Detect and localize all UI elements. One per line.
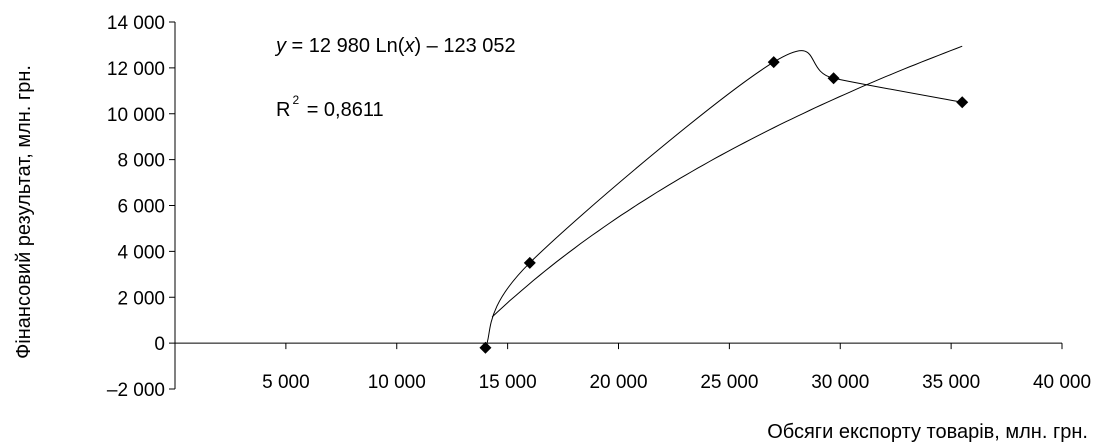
y-tick-label: 14 000 <box>107 13 165 34</box>
y-tick-label: 6 000 <box>117 197 165 218</box>
y-axis: –2 000 0 2 000 4 000 6 000 8 000 10 000 12 000 1… <box>107 13 176 401</box>
y-tick-label: 4 000 <box>117 242 165 263</box>
trendline <box>491 45 963 318</box>
x-tick-label: 40 000 <box>1033 372 1091 393</box>
x-tick-label: 20 000 <box>589 372 647 393</box>
data-point <box>523 256 536 269</box>
x-tick-label: 10 000 <box>368 372 426 393</box>
trendline-equation: y = 12 980 Ln(x) – 123 052 <box>274 35 516 57</box>
y-tick-label: 0 <box>154 334 165 355</box>
y-tick-label: 8 000 <box>117 151 165 172</box>
data-point <box>767 56 780 69</box>
data-point <box>827 72 840 85</box>
x-axis: 5 000 10 000 15 000 20 000 25 000 30 000 35 00… <box>175 342 1091 393</box>
y-tick-label: 2 000 <box>117 288 165 309</box>
x-tick-label: 15 000 <box>479 372 537 393</box>
data-series <box>479 45 969 354</box>
data-point <box>479 341 492 354</box>
y-axis-title: Фінансовий результат, млн. грн. <box>13 65 35 359</box>
data-line <box>484 50 963 348</box>
x-tick-label: 30 000 <box>811 372 869 393</box>
x-tick-label: 25 000 <box>700 372 758 393</box>
y-tick-label: –2 000 <box>107 380 165 401</box>
x-axis-title: Обсяги експорту товарів, млн. грн. <box>767 421 1088 443</box>
data-point <box>956 96 969 109</box>
y-tick-label: 10 000 <box>107 105 165 126</box>
x-tick-label: 35 000 <box>922 372 980 393</box>
y-tick-label: 12 000 <box>107 59 165 80</box>
x-tick-label: 5 000 <box>262 372 310 393</box>
